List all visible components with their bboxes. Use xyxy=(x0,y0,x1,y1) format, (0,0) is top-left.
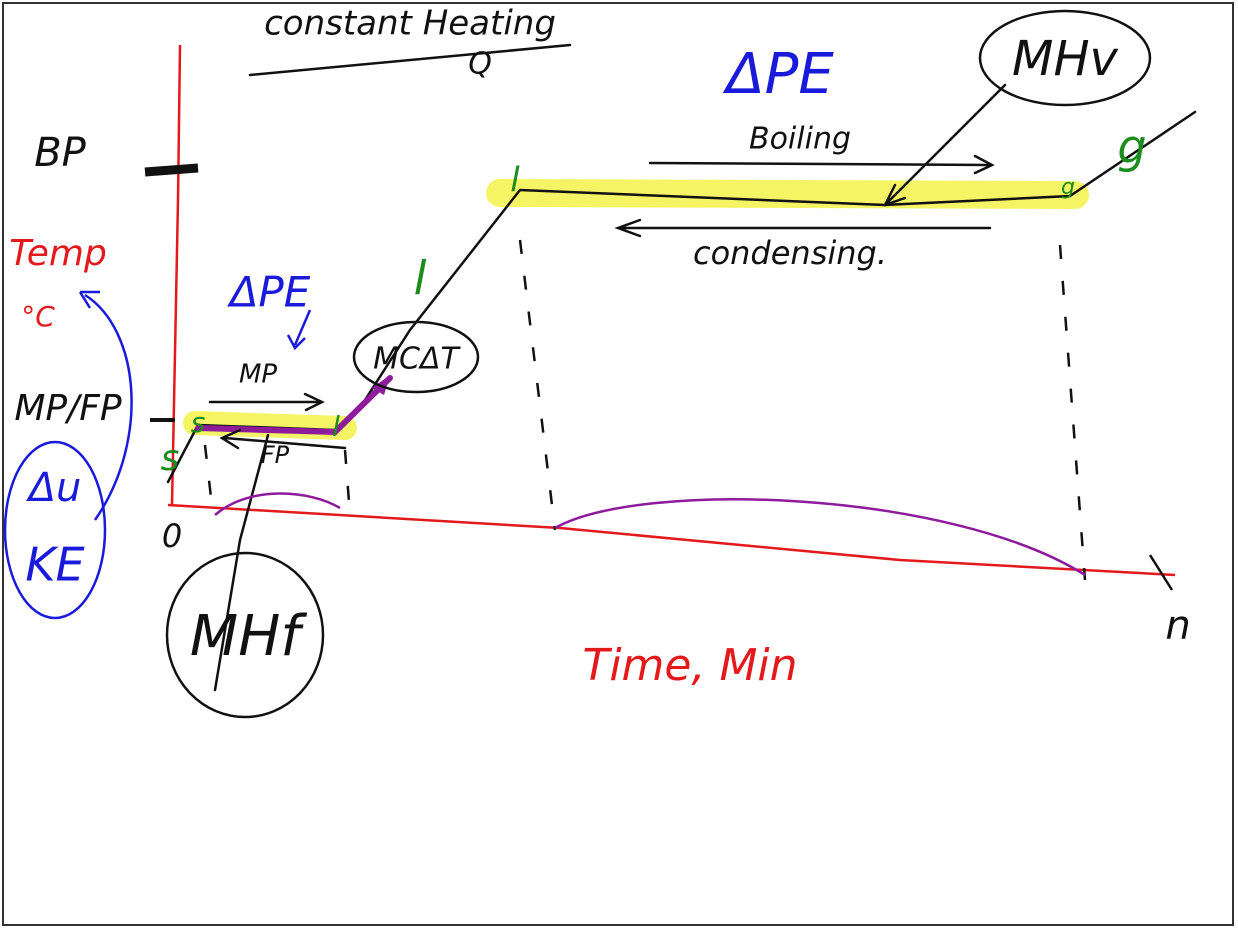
label: MCΔT xyxy=(373,342,461,377)
subtitle: Q xyxy=(468,47,492,82)
label: ΔPE xyxy=(722,42,834,107)
label: 0 xyxy=(162,517,182,555)
label: l xyxy=(332,410,340,443)
pe-pointer xyxy=(286,309,312,351)
fp-arrow xyxy=(219,428,347,450)
label: g xyxy=(1117,120,1146,174)
label: MP xyxy=(239,360,277,390)
temp-pointer xyxy=(84,293,133,521)
label: Temp xyxy=(9,233,107,274)
condensing-arrow xyxy=(614,218,992,238)
label: MHv xyxy=(1012,31,1119,87)
purple-segment xyxy=(195,375,393,436)
x-axis xyxy=(167,503,1176,577)
label: condensing. xyxy=(693,234,887,272)
temp-pointer-head xyxy=(78,290,100,309)
x-axis-label: Time, Min xyxy=(582,640,797,691)
mhf-ellipse xyxy=(165,551,325,719)
label: s xyxy=(161,438,180,479)
boiling-arrow xyxy=(648,154,995,175)
label: Δu xyxy=(26,465,82,511)
dashed-lines xyxy=(203,239,1087,581)
label: ΔPE xyxy=(227,268,311,317)
label: l xyxy=(510,161,520,201)
title-underline xyxy=(248,43,572,77)
mp-arrow xyxy=(208,392,325,412)
label: n xyxy=(1165,603,1190,649)
arc-small xyxy=(214,492,341,516)
note-ellipse xyxy=(3,440,107,620)
label: g xyxy=(1061,175,1075,200)
mcdt-ellipse xyxy=(352,320,480,394)
label: MHf xyxy=(190,604,307,669)
label: s xyxy=(191,406,206,439)
y-axis xyxy=(170,44,182,506)
mhf-pointer xyxy=(213,433,270,692)
label: MP/FP xyxy=(14,388,122,429)
title: constant Heating xyxy=(264,4,556,44)
label: Boiling xyxy=(749,122,851,157)
label: KE xyxy=(25,538,84,592)
x-tick xyxy=(1148,554,1174,591)
mhv-pointer xyxy=(883,83,1007,207)
mhv-ellipse xyxy=(978,9,1152,107)
arc-large xyxy=(554,498,1086,577)
label: l xyxy=(414,252,427,306)
label: FP xyxy=(261,441,290,469)
label: °C xyxy=(21,300,55,333)
label: BP xyxy=(34,130,86,176)
bp-mark xyxy=(144,163,199,177)
highlight-melting xyxy=(183,411,357,440)
